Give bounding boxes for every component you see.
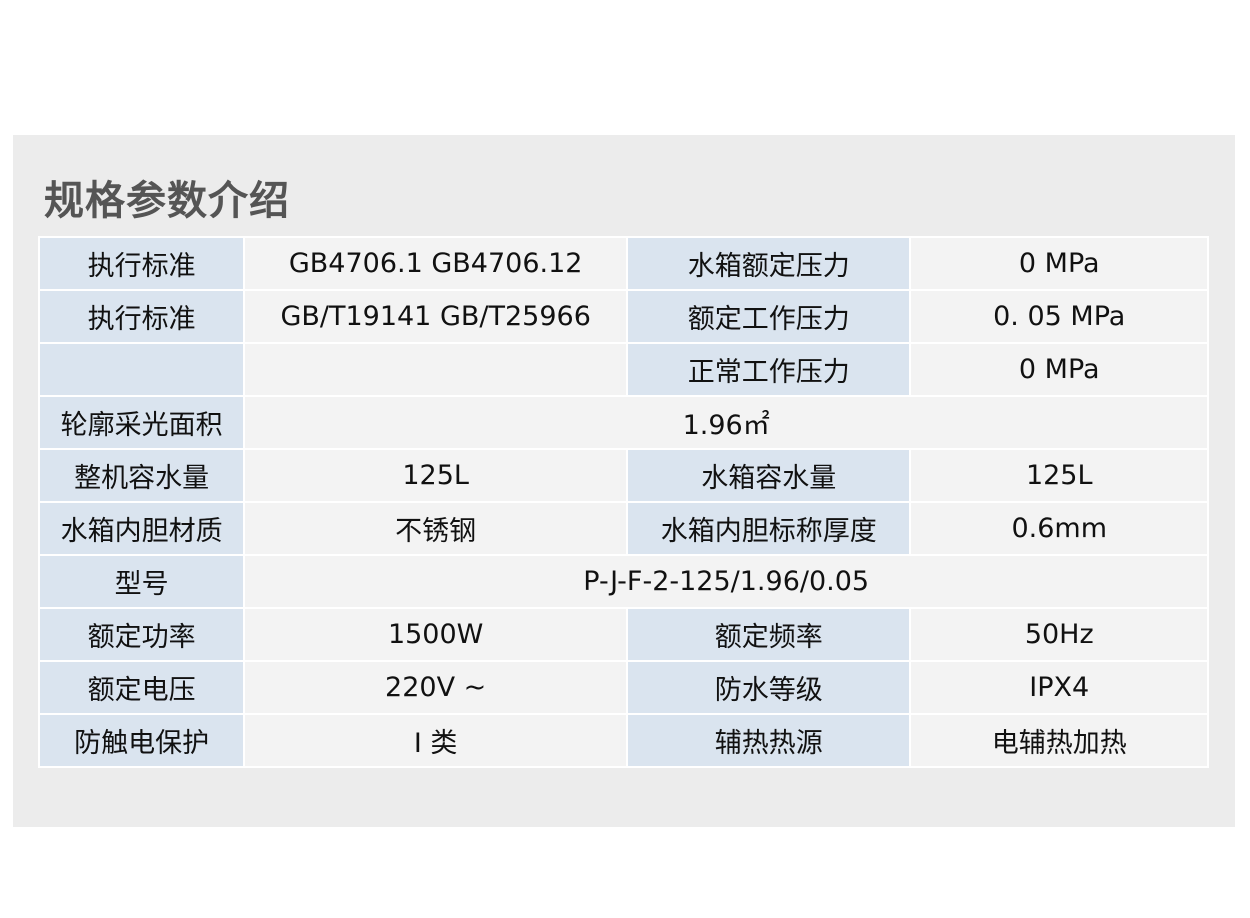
spec-label: 额定电压 — [40, 662, 244, 713]
spec-label: 防水等级 — [627, 662, 910, 713]
table-row: 防触电保护 I 类辅热热源 电辅热加热 — [40, 715, 1207, 766]
spec-label: 额定工作压力 — [627, 291, 910, 342]
spec-label: 执行标准 — [40, 291, 244, 342]
table-row: 额定功率 1500W 额定频率 50Hz — [40, 609, 1207, 660]
spec-label: 额定功率 — [40, 609, 244, 660]
spec-label: 辅热热源 — [627, 715, 910, 766]
table-row: 执行标准 GB4706.1 GB4706.12 水箱额定压力 0 MPa — [40, 238, 1207, 289]
table-row: 轮廓采光面积 1.96㎡ — [40, 397, 1207, 448]
spec-value: IPX4 — [911, 662, 1207, 713]
spec-value: GB4706.1 GB4706.12 — [245, 238, 626, 289]
spec-value: 0. 05 MPa — [911, 291, 1207, 342]
spec-label: 水箱容水量 — [627, 450, 910, 501]
spec-value: 0 MPa — [911, 344, 1207, 395]
spec-value: 0.6mm — [911, 503, 1207, 554]
spec-value: 125L — [911, 450, 1207, 501]
spec-value: 电辅热加热 — [911, 715, 1207, 766]
spec-value: 0 MPa — [911, 238, 1207, 289]
table-row: 正常工作压力 0 MPa — [40, 344, 1207, 395]
table-row: 型号 P-J-F-2-125/1.96/0.05 — [40, 556, 1207, 607]
spec-value — [245, 344, 626, 395]
spec-value: 125L — [245, 450, 626, 501]
spec-label: 整机容水量 — [40, 450, 244, 501]
table-row: 整机容水量 125L 水箱容水量 125L — [40, 450, 1207, 501]
spec-value: GB/T19141 GB/T25966 — [245, 291, 626, 342]
spec-label — [40, 344, 244, 395]
spec-value: 1.96㎡ — [245, 397, 1207, 448]
spec-value: P-J-F-2-125/1.96/0.05 — [245, 556, 1207, 607]
table-row: 额定电压 220V ~ 防水等级 IPX4 — [40, 662, 1207, 713]
spec-label: 防触电保护 — [40, 715, 244, 766]
page-title: 规格参数介绍 — [44, 178, 290, 224]
spec-value: 220V ~ — [245, 662, 626, 713]
spec-value: 1500W — [245, 609, 626, 660]
spec-label: 正常工作压力 — [627, 344, 910, 395]
spec-label: 水箱额定压力 — [627, 238, 910, 289]
spec-label: 执行标准 — [40, 238, 244, 289]
spec-value: 不锈钢 — [245, 503, 626, 554]
spec-table: 执行标准 GB4706.1 GB4706.12 水箱额定压力 0 MPa 执行标准 GB/… — [38, 236, 1209, 768]
spec-label: 额定频率 — [627, 609, 910, 660]
table-row: 执行标准 GB/T19141 GB/T25966 额定工作压力 0. 05 MPa — [40, 291, 1207, 342]
spec-label: 型号 — [40, 556, 244, 607]
spec-label: 轮廓采光面积 — [40, 397, 244, 448]
spec-label: 水箱内胆标称厚度 — [627, 503, 910, 554]
spec-value: 50Hz — [911, 609, 1207, 660]
spec-value: I 类 — [245, 715, 626, 766]
table-row: 水箱内胆材质 不锈钢 水箱内胆标称厚度 0.6mm — [40, 503, 1207, 554]
spec-label: 水箱内胆材质 — [40, 503, 244, 554]
